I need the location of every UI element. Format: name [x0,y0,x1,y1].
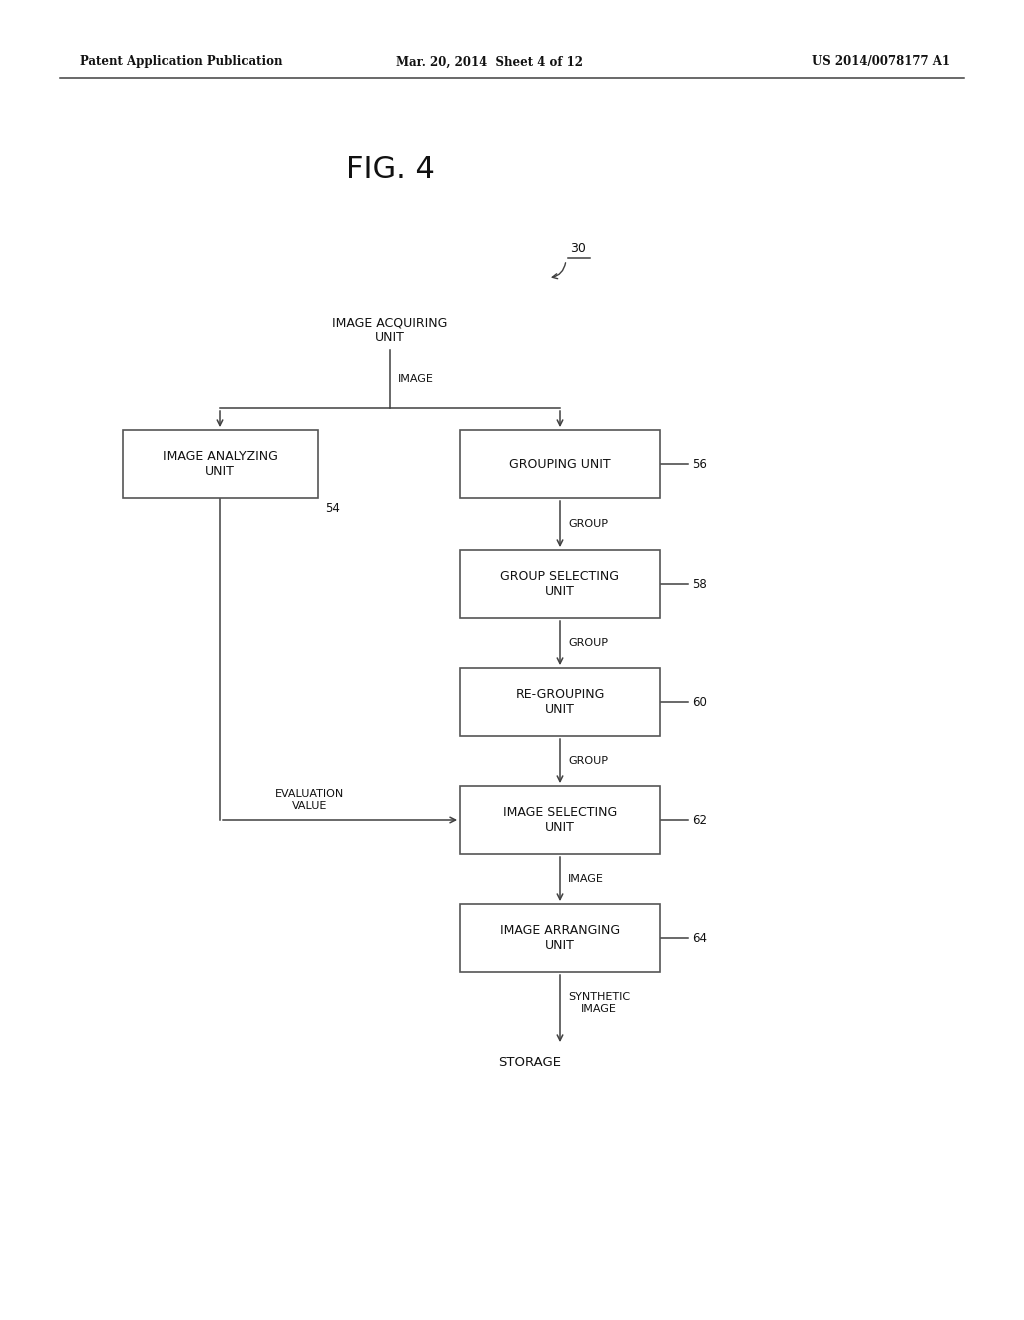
Text: IMAGE ACQUIRING
UNIT: IMAGE ACQUIRING UNIT [333,315,447,345]
Text: 58: 58 [692,578,707,590]
Text: IMAGE ARRANGING
UNIT: IMAGE ARRANGING UNIT [500,924,621,952]
Text: GROUP SELECTING
UNIT: GROUP SELECTING UNIT [501,570,620,598]
Bar [460,430,660,498]
Text: GROUP: GROUP [568,519,608,529]
Text: 30: 30 [570,242,586,255]
Text: 54: 54 [326,502,340,515]
Text: IMAGE: IMAGE [568,874,604,884]
Text: IMAGE: IMAGE [398,374,434,384]
Bar [460,550,660,618]
Text: SYNTHETIC
IMAGE: SYNTHETIC IMAGE [568,993,630,1014]
Text: RE-GROUPING
UNIT: RE-GROUPING UNIT [515,688,605,715]
Text: FIG. 4: FIG. 4 [345,156,434,185]
Bar [460,785,660,854]
Text: STORAGE: STORAGE [499,1056,561,1069]
Text: GROUPING UNIT: GROUPING UNIT [509,458,610,470]
Text: 56: 56 [692,458,707,470]
Text: 60: 60 [692,696,707,709]
Text: US 2014/0078177 A1: US 2014/0078177 A1 [812,55,950,69]
Text: EVALUATION
VALUE: EVALUATION VALUE [275,789,345,810]
Text: 64: 64 [692,932,707,945]
Text: Mar. 20, 2014  Sheet 4 of 12: Mar. 20, 2014 Sheet 4 of 12 [396,55,584,69]
Bar [460,668,660,737]
Text: IMAGE SELECTING
UNIT: IMAGE SELECTING UNIT [503,807,617,834]
Text: 62: 62 [692,813,707,826]
Text: Patent Application Publication: Patent Application Publication [80,55,283,69]
Text: IMAGE ANALYZING
UNIT: IMAGE ANALYZING UNIT [163,450,278,478]
Bar [123,430,317,498]
Bar [460,904,660,972]
Text: GROUP: GROUP [568,638,608,648]
Text: GROUP: GROUP [568,756,608,766]
